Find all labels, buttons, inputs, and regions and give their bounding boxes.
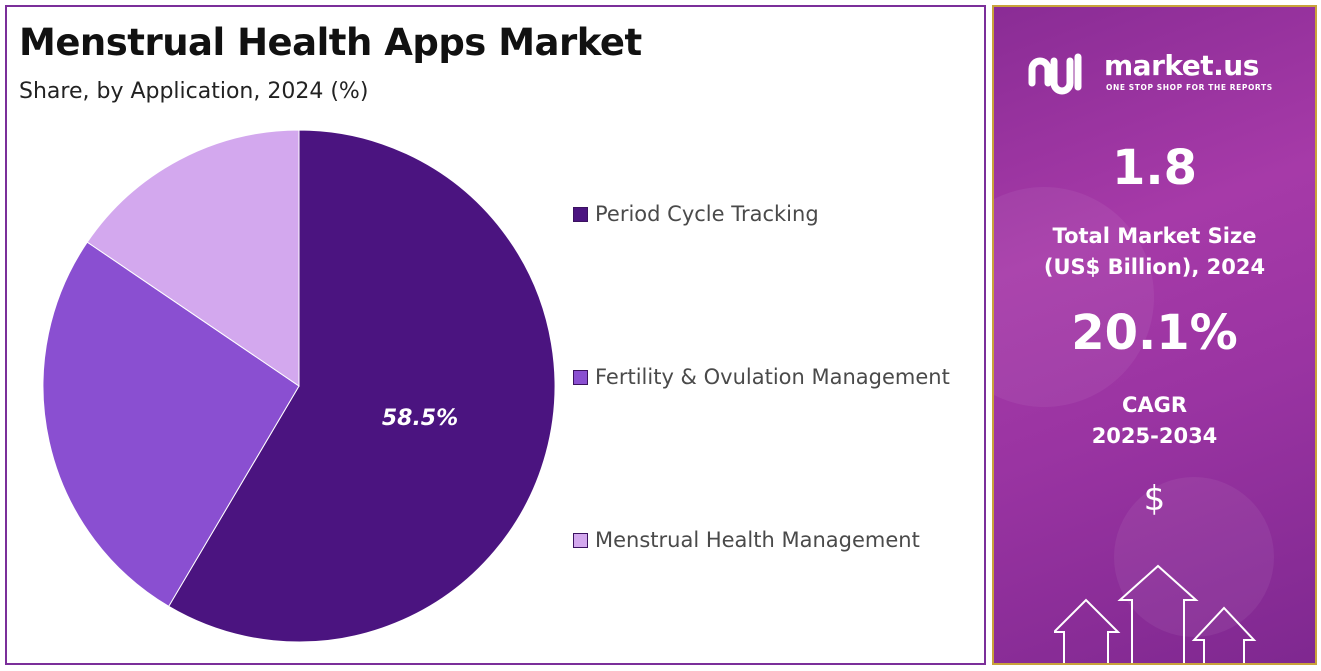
pie-slice-period-cycle-tracking	[167, 129, 556, 643]
cagr-value: 20.1%	[1071, 305, 1238, 361]
logo-wordmark: market.us	[1104, 49, 1259, 82]
pie-chart: 58.5%	[42, 129, 556, 643]
cagr-label-line2: 2025-2034	[1091, 424, 1218, 448]
market-us-logo: market.us ONE STOP SHOP FOR THE REPORTS	[1026, 47, 1296, 97]
background-decoration	[1114, 477, 1274, 637]
growth-arrows-icon	[1054, 564, 1257, 663]
market-size-value: 1.8	[1111, 140, 1198, 196]
legend-swatch	[573, 206, 588, 222]
dollar-icon: $	[1143, 479, 1166, 519]
market-size-label-line1: Total Market Size	[1052, 224, 1257, 248]
legend-item-period-cycle-tracking: Period Cycle Tracking	[573, 202, 819, 228]
logo-icon	[1028, 53, 1082, 95]
chart-panel: Menstrual Health Apps Market Share, by A…	[5, 5, 986, 665]
cagr-label-line1: CAGR	[1121, 393, 1188, 417]
chart-subtitle: Share, by Application, 2024 (%)	[19, 79, 369, 104]
legend-label: Menstrual Health Management	[595, 528, 920, 552]
pie-slice-menstrual-health-management	[86, 129, 300, 387]
legend-swatch	[573, 532, 588, 548]
market-size-label-line2: (US$ Billion), 2024	[1043, 255, 1266, 279]
legend-label: Fertility & Ovulation Management	[595, 365, 950, 389]
pie-slice-fertility-ovulation-management	[42, 241, 300, 608]
legend-swatch	[573, 369, 588, 385]
chart-title: Menstrual Health Apps Market	[19, 21, 642, 64]
legend-item-menstrual-health-management: Menstrual Health Management	[573, 528, 920, 554]
market-summary-panel: market.us ONE STOP SHOP FOR THE REPORTS …	[992, 5, 1317, 665]
legend-label: Period Cycle Tracking	[595, 202, 819, 226]
background-decoration	[994, 187, 1154, 407]
legend-item-fertility-ovulation-management: Fertility & Ovulation Management	[573, 365, 950, 391]
pie-data-label: 58.5%	[382, 406, 458, 431]
logo-tagline: ONE STOP SHOP FOR THE REPORTS	[1106, 83, 1273, 92]
